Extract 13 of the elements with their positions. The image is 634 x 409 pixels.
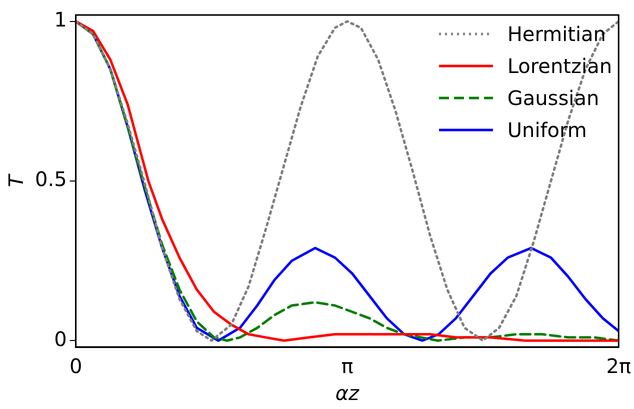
y-tick-label: 0.5 bbox=[34, 167, 67, 192]
x-tick-label: π bbox=[341, 354, 354, 378]
y-axis-title: T bbox=[4, 173, 28, 188]
legend-label: Hermitian bbox=[507, 21, 606, 48]
y-tick-label: 1 bbox=[54, 8, 67, 32]
legend-label: Uniform bbox=[507, 117, 587, 144]
x-axis-title: αz bbox=[335, 381, 360, 406]
x-tick-label: 0 bbox=[69, 354, 82, 378]
line-series bbox=[76, 20, 619, 342]
legend-label: Gaussian bbox=[507, 85, 600, 112]
y-tick-label: 0 bbox=[54, 326, 67, 351]
x-tick-label: 2π bbox=[606, 354, 631, 378]
legend-label: Lorentzian bbox=[507, 53, 612, 80]
